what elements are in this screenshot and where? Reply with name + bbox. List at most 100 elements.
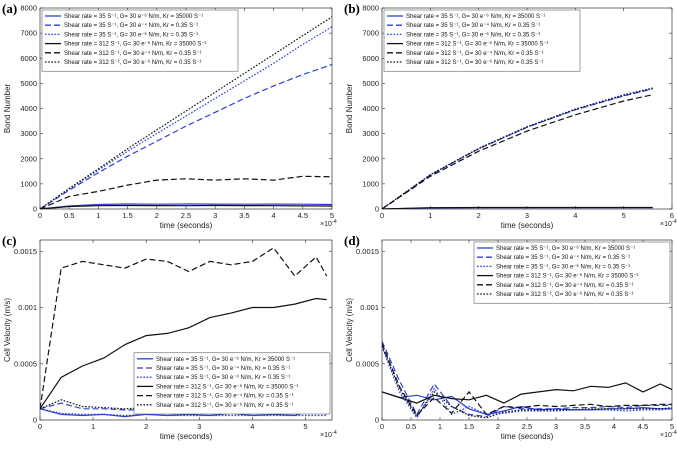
x-multiplier-exponent: -4 [332,430,337,436]
y-tick-label: 4000 [362,104,379,113]
legend-entry: Shear rate = 312 S⁻¹, G= 30 e⁻⁶ N/m, Kr … [406,59,544,66]
panel-d-label: (d) [344,233,360,248]
series-line-1 [40,203,332,209]
y-tick-label: 7000 [20,29,37,38]
series-line-4 [382,206,653,209]
x-axis-label: time (seconds) [501,221,554,230]
x-axis-label: time (seconds) [501,432,554,441]
x-tick-label: 4.5 [298,211,308,220]
legend-entry: Shear rate = 35 S⁻¹, G= 30 e⁻⁶ N/m, Kr =… [64,13,203,20]
series-line-6 [382,87,653,209]
legend-entry: Shear rate = 35 S⁻¹, G= 30 e⁻⁶ N/m, Kr =… [156,374,290,381]
x-tick-label: 3.5 [580,422,590,431]
x-tick-label: 1.5 [122,211,132,220]
x-tick-label: 5 [670,422,674,431]
legend-entry: Shear rate = 312 S⁻¹, G= 30 e⁻⁶ N/m, Kr … [496,291,634,298]
x-tick-label: 3.5 [239,211,249,220]
x-multiplier-base: ×10 [320,432,332,439]
x-tick-label: 1 [438,422,442,431]
panel-b: (b) 0 1000 2000 3000 4000 5000 6000 7000 8000 0 1 2… [344,1,677,230]
legend-entry: Shear rate = 35 S⁻¹, G= 30 e⁻⁴ N/m, Kr =… [496,254,630,261]
x-tick-label: 5 [330,211,334,220]
x-axis-label: time (seconds) [160,221,213,230]
legend-box [41,9,239,72]
x-tick-label: 4 [272,211,276,220]
y-tick-label: 6000 [20,54,37,63]
series-line-5 [40,175,332,209]
legend-box [383,9,581,72]
series-line-5 [382,94,653,209]
series-line-2 [40,63,332,209]
series-line-3 [40,26,332,209]
legend-entry: Shear rate = 35 S⁻¹, G= 30 e⁻⁴ N/m, Kr =… [406,22,540,29]
y-tick-label: 0.0005 [356,359,379,368]
legend-entry: Shear rate = 312 S⁻¹, G= 30 e⁻⁶ N/m, Kr … [156,383,299,390]
x-tick-label: 4 [250,422,254,431]
x-tick-label: 2 [155,211,159,220]
legend-entry: Shear rate = 312 S⁻¹, G= 30 e⁻⁴ N/m, Kr … [64,50,202,57]
legend-box [473,241,671,304]
series-line-2 [382,341,672,418]
series-line-5 [40,247,328,409]
x-tick-label: 3 [213,211,217,220]
y-tick-label: 4000 [20,104,37,113]
legend-entry: Shear rate = 312 S⁻¹, G= 30 e⁻⁶ N/m, Kr … [406,41,549,48]
panel-a: (a) 0 1000 2000 3000 4000 5000 6000 7000 8000 0 0.… [2,1,337,230]
x-tick-label: 1 [96,211,100,220]
x-tick-label: 6 [670,211,674,220]
legend-entry: Shear rate = 312 S⁻¹, G= 30 e⁻⁶ N/m, Kr … [64,59,202,66]
x-tick-label: 4 [573,211,577,220]
y-tick-label: 0 [33,205,37,214]
x-tick-label: 0 [38,422,42,431]
series-line-6 [40,16,332,209]
series-line-4 [40,297,327,410]
x-tick-label: 0 [380,211,384,220]
panel-a-label: (a) [2,1,17,16]
y-tick-label: 8000 [20,4,37,13]
x-tick-label: 1 [428,211,432,220]
x-tick-label: 2 [144,422,148,431]
y-axis-label: Bond Number [3,83,12,133]
legend-entry: Shear rate = 35 S⁻¹, G= 30 e⁻⁶ N/m, Kr =… [496,263,630,270]
x-tick-label: 2 [477,211,481,220]
y-tick-label: 5000 [362,79,379,88]
x-multiplier-base: ×10 [660,221,672,228]
x-multiplier: ×10-4 [320,219,337,228]
y-tick-label: 5000 [20,79,37,88]
y-tick-label: 6000 [362,54,379,63]
x-tick-label: 0.5 [64,211,74,220]
legend-box [133,352,331,415]
x-multiplier-exponent: -4 [672,219,677,225]
x-tick-label: 3 [525,211,529,220]
x-tick-label: 5 [303,422,307,431]
legend-entry: Shear rate = 35 S⁻¹, G= 30 e⁻⁶ N/m, Kr =… [406,31,540,38]
legend-entry: Shear rate = 312 S⁻¹, G= 30 e⁻⁴ N/m, Kr … [406,50,544,57]
x-multiplier-exponent: -4 [672,430,677,436]
x-tick-label: 1.5 [464,422,474,431]
x-tick-label: 1 [91,422,95,431]
x-multiplier-base: ×10 [320,221,332,228]
y-tick-label: 0 [33,416,37,425]
x-tick-label: 4.5 [638,422,648,431]
y-tick-label: 0.0015 [356,247,379,256]
legend: Shear rate = 35 S⁻¹, G= 30 e⁻⁶ N/m, Kr =… [41,9,239,72]
y-axis-label: Bond Number [345,83,354,133]
x-tick-label: 0 [38,211,42,220]
y-tick-label: 0 [375,416,379,425]
x-multiplier: ×10-4 [660,219,677,228]
y-tick-label: 8000 [362,4,379,13]
panel-b-label: (b) [344,1,360,16]
y-tick-label: 0.001 [360,303,379,312]
legend-entry: Shear rate = 312 S⁻¹, G= 30 e⁻⁶ N/m, Kr … [496,273,639,280]
series-line-4 [40,204,332,209]
legend-entry: Shear rate = 312 S⁻¹, G= 30 e⁻⁴ N/m, Kr … [156,393,294,400]
y-tick-label: 7000 [362,29,379,38]
x-tick-label: 4 [612,422,616,431]
x-tick-label: 2.5 [522,422,532,431]
panel-c: (c) 0 0.0005 0.001 0.0015 0 1 2 3 4 5 ×10-4 time (s… [2,233,337,441]
legend-entry: Shear rate = 35 S⁻¹, G= 30 e⁻⁶ N/m, Kr =… [156,356,295,363]
y-tick-label: 0.0005 [14,359,37,368]
legend-entry: Shear rate = 312 S⁻¹, G= 30 e⁻⁶ N/m, Kr … [156,402,294,409]
legend-entry: Shear rate = 35 S⁻¹, G= 30 e⁻⁶ N/m, Kr =… [64,31,198,38]
